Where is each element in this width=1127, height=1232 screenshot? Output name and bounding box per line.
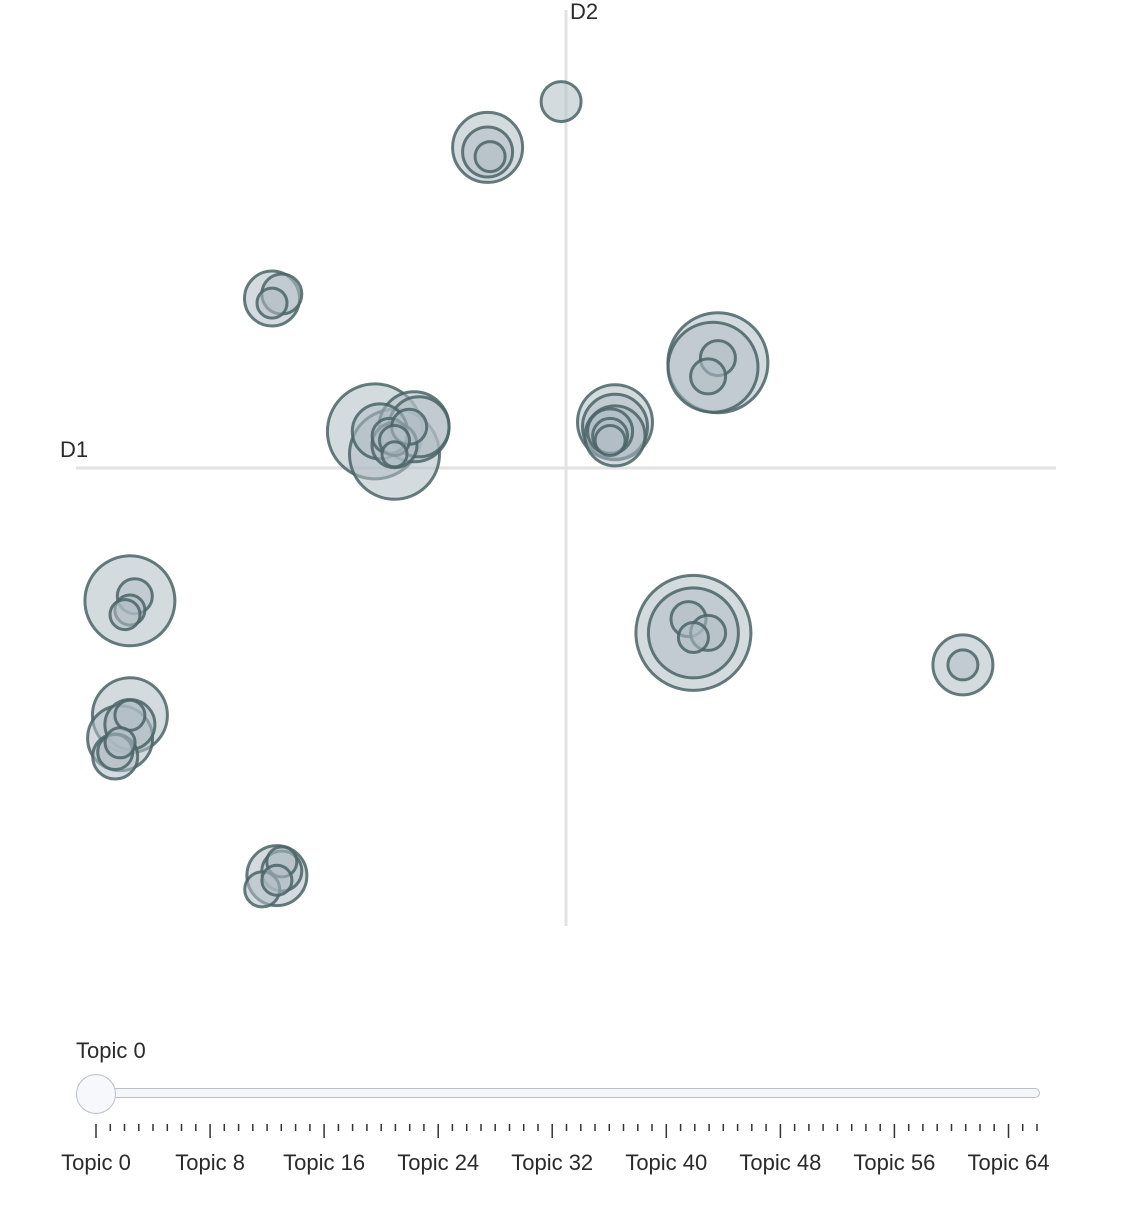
- topic-bubble[interactable]: [260, 863, 294, 897]
- topic-bubble[interactable]: [113, 698, 147, 732]
- topic-bubble[interactable]: [539, 80, 583, 124]
- slider-tick-label[interactable]: Topic 48: [739, 1150, 821, 1175]
- slider-current-label: Topic 0: [76, 1038, 146, 1063]
- slider-ticks: Topic 0 Topic 8 Topic 16 Topic 24 Topic 32 To…: [61, 1124, 1050, 1175]
- slider-tick-label[interactable]: Topic 0: [61, 1150, 131, 1175]
- bubble-layer: [83, 80, 995, 909]
- topic-bubble[interactable]: [255, 286, 289, 320]
- slider-tick-label[interactable]: Topic 24: [397, 1150, 479, 1175]
- slider-tick-label[interactable]: Topic 40: [625, 1150, 707, 1175]
- topic-bubble[interactable]: [593, 424, 627, 457]
- slider-tick-label[interactable]: Topic 8: [175, 1150, 245, 1175]
- topic-bubble[interactable]: [103, 726, 137, 760]
- topic-bubble[interactable]: [676, 621, 710, 654]
- topic-bubble[interactable]: [473, 140, 507, 174]
- topic-bubble[interactable]: [108, 598, 142, 632]
- topic-slider: Topic 0 Topic 0 Topic 8 Topic 16 Topic 24 To…: [0, 1030, 1127, 1230]
- intertopic-distance-chart: D1 D2: [60, 0, 1056, 926]
- slider-handle[interactable]: [76, 1074, 116, 1114]
- slider-tick-label[interactable]: Topic 64: [968, 1150, 1050, 1175]
- slider-tick-label[interactable]: Topic 56: [853, 1150, 935, 1175]
- topic-bubble[interactable]: [380, 440, 409, 469]
- y-axis-label: D2: [570, 0, 598, 24]
- x-axis-label: D1: [60, 437, 88, 462]
- slider-tick-label[interactable]: Topic 32: [511, 1150, 593, 1175]
- slider-tick-label[interactable]: Topic 16: [283, 1150, 365, 1175]
- topic-bubble[interactable]: [689, 357, 728, 396]
- topic-bubble[interactable]: [946, 648, 980, 682]
